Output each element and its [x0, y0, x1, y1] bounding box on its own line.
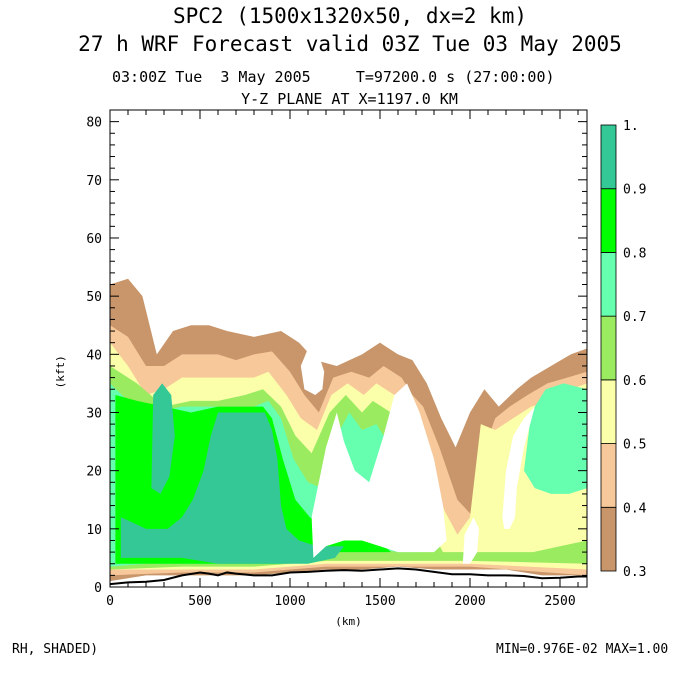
y-tick-label: 30: [86, 406, 102, 421]
y-tick-label: 50: [86, 290, 102, 305]
x-tick-label: 1000: [274, 594, 305, 609]
x-tick-label: 2000: [454, 594, 485, 609]
plot-title-line2: 27 h WRF Forecast valid 03Z Tue 03 May 2…: [78, 32, 622, 56]
colorbar-label: 0.9: [623, 183, 646, 198]
colorbar-swatch-6: [600, 124, 617, 190]
colorbar-label: 0.3: [623, 565, 646, 580]
y-tick-label: 0: [94, 581, 102, 596]
rh-region-12: [502, 406, 535, 529]
rh-region-11: [462, 517, 479, 564]
plane-label: Y-Z PLANE AT X=1197.0 KM: [241, 90, 458, 108]
y-tick-label: 60: [86, 232, 102, 247]
valid-time-label: 03:00Z Tue 3 May 2005 T=97200.0 s (27:00…: [112, 68, 555, 86]
y-tick-label: 70: [86, 174, 102, 189]
colorbar-swatch-2: [600, 379, 617, 444]
y-tick-label: 80: [86, 116, 102, 131]
colorbar-swatch-1: [600, 443, 617, 508]
x-axis-label: (km): [335, 615, 362, 628]
colorbar-label: 1.: [623, 119, 639, 134]
y-tick-label: 20: [86, 465, 102, 480]
variable-label: RH, SHADED): [12, 642, 99, 657]
colorbar-label: 0.5: [623, 438, 646, 453]
rh-region-10: [311, 383, 447, 558]
colorbar-label: 0.7: [623, 310, 646, 325]
x-tick-label: 2500: [544, 594, 575, 609]
terrain-line: [110, 567, 587, 586]
colorbar-label: 0.4: [623, 501, 647, 516]
x-tick-label: 0: [106, 594, 114, 609]
x-tick-label: 500: [188, 594, 211, 609]
y-tick-label: 40: [86, 348, 102, 363]
colorbar-swatch-0: [600, 506, 617, 572]
colorbar-swatch-3: [600, 315, 617, 381]
colorbar-swatch-4: [600, 252, 617, 317]
plot-title-line1: SPC2 (1500x1320x50, dx=2 km): [172, 4, 527, 28]
x-tick-label: 1500: [364, 594, 395, 609]
rh-region-13: [300, 348, 325, 396]
min-max-label: MIN=0.976E-02 MAX=1.00: [496, 642, 669, 657]
rh-region-6: [120, 412, 344, 564]
y-axis-label: (kft): [54, 355, 67, 388]
rh-shading-layer: [110, 278, 587, 586]
colorbar-label: 0.6: [623, 374, 646, 389]
y-tick-label: 10: [86, 523, 102, 538]
rh-region-9: [524, 383, 587, 494]
rh-region-7: [151, 383, 175, 494]
colorbar-swatch-5: [600, 188, 617, 253]
colorbar-label: 0.8: [623, 246, 646, 261]
plot-frame: [109, 109, 588, 588]
